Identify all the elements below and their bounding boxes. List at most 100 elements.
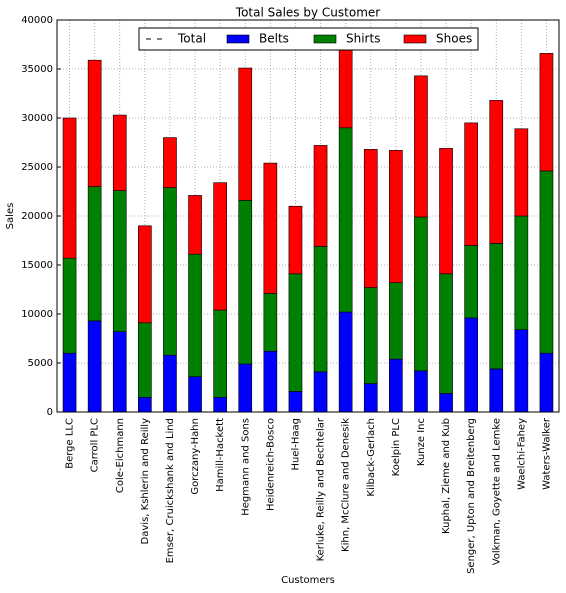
x-axis-label: Customers	[281, 575, 335, 586]
bar-segment	[313, 246, 328, 373]
y-tick-label: 25000	[21, 162, 53, 173]
legend-label: Shoes	[436, 32, 472, 46]
legend-swatch	[313, 34, 337, 44]
bar-segment	[439, 148, 453, 275]
bar-segment	[213, 309, 227, 398]
x-tick-label: Kihn, McClure and Denesik	[341, 418, 352, 552]
y-tick-label: 15000	[21, 260, 53, 271]
bar-segment	[439, 393, 453, 413]
bar-segment	[288, 391, 303, 413]
bar-segment	[363, 287, 378, 384]
legend-swatch	[226, 34, 250, 44]
x-tick-label: Davis, Kshlerin and Reilly	[140, 418, 151, 545]
bar-segment	[138, 322, 152, 398]
x-tick-label: Kerluke, Reilly and Bechtelar	[316, 417, 327, 561]
y-tick-label: 10000	[21, 309, 53, 320]
bar-segment	[363, 383, 378, 413]
y-tick-label: 30000	[21, 113, 53, 124]
x-tick-label: Hegmann and Sons	[240, 418, 251, 516]
y-tick-label: 0	[47, 407, 53, 418]
bar-segment	[514, 128, 529, 217]
bar-segment	[464, 245, 478, 319]
x-tick-label: Berge LLC	[65, 418, 76, 469]
bar-segment	[464, 122, 478, 246]
bar-segment	[389, 150, 403, 283]
bar-segment	[539, 53, 554, 172]
bar-segment	[313, 145, 328, 247]
chart-title: Total Sales by Customer	[235, 6, 380, 20]
bar-segment	[363, 149, 378, 288]
x-tick-label: Hamill-Hackett	[215, 418, 226, 492]
bar-segment	[238, 200, 253, 365]
bar-segment	[389, 282, 403, 360]
bar-segment	[163, 354, 177, 413]
bar-segment	[464, 317, 478, 413]
y-tick-label: 35000	[21, 64, 53, 75]
bar-segment	[414, 216, 428, 372]
legend-frame	[138, 27, 479, 51]
bar-segment	[138, 396, 152, 413]
y-tick-label: 20000	[21, 211, 53, 222]
x-tick-label: Kuphal, Zieme and Kub	[441, 418, 452, 534]
bar-segment	[263, 162, 278, 294]
x-tick-label: Kunze Inc	[416, 418, 427, 466]
y-axis-label: Sales	[5, 203, 16, 230]
bar-segment	[313, 371, 328, 413]
bar-segment	[163, 187, 177, 356]
bar-segment	[489, 243, 504, 370]
bar-segment	[87, 59, 102, 187]
legend: Total Belts Shirts Shoes	[138, 27, 479, 51]
bar-segment	[288, 205, 303, 275]
bar-segment	[338, 127, 353, 313]
bar-segment	[87, 320, 102, 413]
bar-segment	[62, 117, 77, 259]
bar-segment	[213, 396, 227, 413]
legend-swatch	[403, 34, 427, 44]
bar-segment	[62, 352, 77, 413]
bar-segment	[188, 376, 202, 413]
bar-segment	[514, 329, 529, 413]
bar-segment	[539, 352, 554, 413]
x-tick-label: Carroll PLC	[90, 418, 101, 472]
x-tick-label: Waters-Walker	[541, 417, 552, 490]
bar-segment	[263, 350, 278, 413]
bar-segment	[238, 67, 253, 201]
bar-segment	[112, 190, 127, 332]
bar-segment	[188, 195, 202, 255]
bar-segment	[112, 331, 127, 413]
bar-segment	[414, 370, 428, 413]
x-tick-label: Volkman, Goyette and Lemke	[491, 418, 502, 565]
x-tick-label: Emser, Cruickshank and Lind	[165, 418, 176, 563]
x-tick-label: Koelpin PLC	[391, 418, 402, 476]
bar-segment	[213, 182, 227, 311]
bar-segment	[263, 293, 278, 352]
x-tick-label: Waelchi-Fahey	[516, 418, 527, 490]
bar-segment	[62, 257, 77, 354]
bar-segment	[188, 253, 202, 378]
x-tick-label: Senger, Upton and Breitenberg	[466, 418, 477, 574]
bar-segment	[112, 114, 127, 191]
x-tick-label: Cole-Eichmann	[115, 418, 126, 493]
bar-segment	[489, 100, 504, 244]
y-tick-label: 5000	[28, 358, 53, 369]
bar-segment	[489, 368, 504, 413]
x-tick-label: Huel-Haag	[290, 418, 301, 471]
bar-segment	[389, 358, 403, 413]
bar-segment	[439, 273, 453, 394]
bar-segment	[138, 225, 152, 324]
bar-segment	[338, 311, 353, 413]
x-tick-label: Kilback-Gerlach	[366, 418, 377, 497]
bar-segment	[514, 215, 529, 330]
bar-segment	[87, 186, 102, 322]
bar-segment	[163, 137, 177, 188]
x-tick-label: Heidenreich-Bosco	[265, 418, 276, 511]
y-tick-label: 40000	[21, 15, 53, 26]
legend-label: Belts	[259, 32, 289, 46]
x-tick-label: Gorczany-Hahn	[190, 418, 201, 495]
legend-label: Shirts	[346, 32, 380, 46]
legend-label: Total	[177, 32, 206, 46]
bar-segment	[288, 273, 303, 392]
bar-segment	[238, 363, 253, 413]
